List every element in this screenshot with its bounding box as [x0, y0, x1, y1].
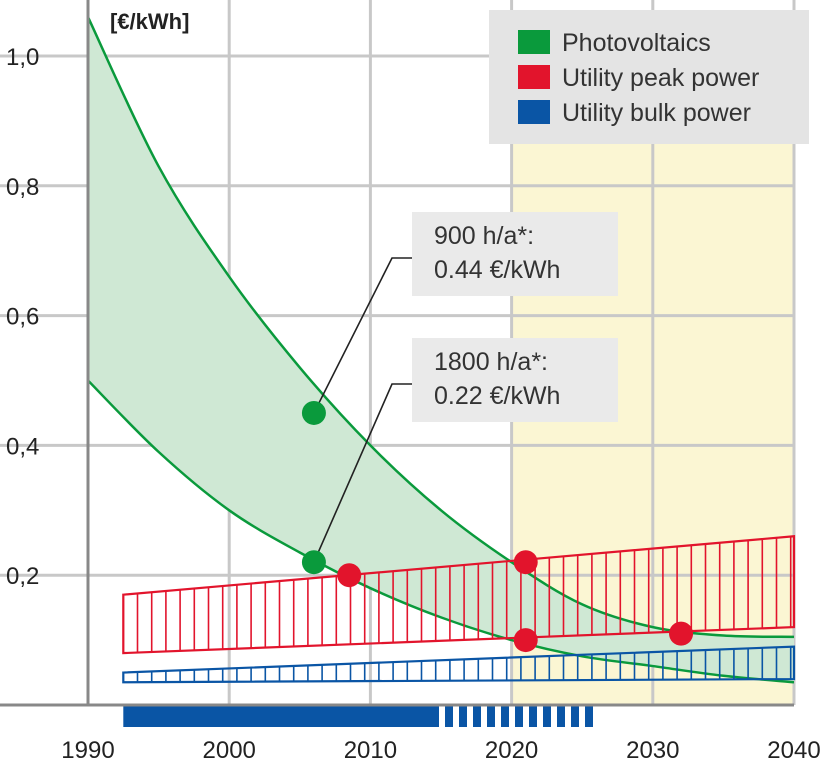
bulk-band-outline [122, 645, 796, 684]
pv-upper-line [88, 16, 794, 639]
y-tick-label: 0,4 [6, 433, 39, 460]
legend-swatch [518, 100, 550, 124]
annotation-line2: 0.22 €/kWh [434, 382, 560, 410]
x-tick-label: 2010 [344, 737, 397, 764]
annotation-leader [313, 257, 412, 414]
annotation-box [412, 338, 618, 422]
y-unit-label: [€/kWh] [110, 9, 189, 34]
timeline-dash [571, 705, 579, 727]
y-tick-label: 0,6 [6, 304, 39, 331]
x-tick-label: 2000 [203, 737, 256, 764]
data-point [513, 628, 538, 653]
x-tick-label: 2030 [626, 737, 679, 764]
data-point [301, 550, 326, 575]
y-tick-label: 1,0 [6, 44, 39, 71]
x-tick-label: 1990 [61, 737, 114, 764]
y-tick-label: 0,2 [6, 563, 39, 590]
timeline-dash [529, 705, 537, 727]
legend-label: Utility peak power [562, 64, 759, 92]
data-point [513, 550, 538, 575]
timeline-dash [459, 705, 467, 727]
timeline-dash [445, 705, 453, 727]
x-tick-label: 2040 [767, 737, 820, 764]
annotation-leader [313, 383, 412, 563]
legend-swatch [518, 30, 550, 54]
timeline-dash [473, 705, 481, 727]
annotation-line1: 900 h/a*: [434, 222, 534, 250]
annotation-box [412, 212, 618, 296]
timeline-dash [515, 705, 523, 727]
annotation-line2: 0.44 €/kWh [434, 256, 560, 284]
peak-band-outline [122, 535, 796, 655]
pv-band-area [88, 17, 794, 683]
timeline-dash [557, 705, 565, 727]
timeline-dash [501, 705, 509, 727]
data-point [301, 400, 326, 425]
timeline-dash [543, 705, 551, 727]
y-tick-label: 0,8 [6, 174, 39, 201]
timeline-dash [487, 705, 495, 727]
x-tick-label: 2020 [485, 737, 538, 764]
legend-label: Utility bulk power [562, 99, 751, 127]
pv-lower-line [88, 379, 794, 684]
annotation-line1: 1800 h/a*: [434, 348, 548, 376]
data-point [337, 563, 362, 588]
legend-label: Photovoltaics [562, 29, 711, 57]
timeline-solid [123, 705, 440, 727]
timeline-dash [585, 705, 593, 727]
data-point [669, 621, 694, 646]
legend-swatch [518, 65, 550, 89]
